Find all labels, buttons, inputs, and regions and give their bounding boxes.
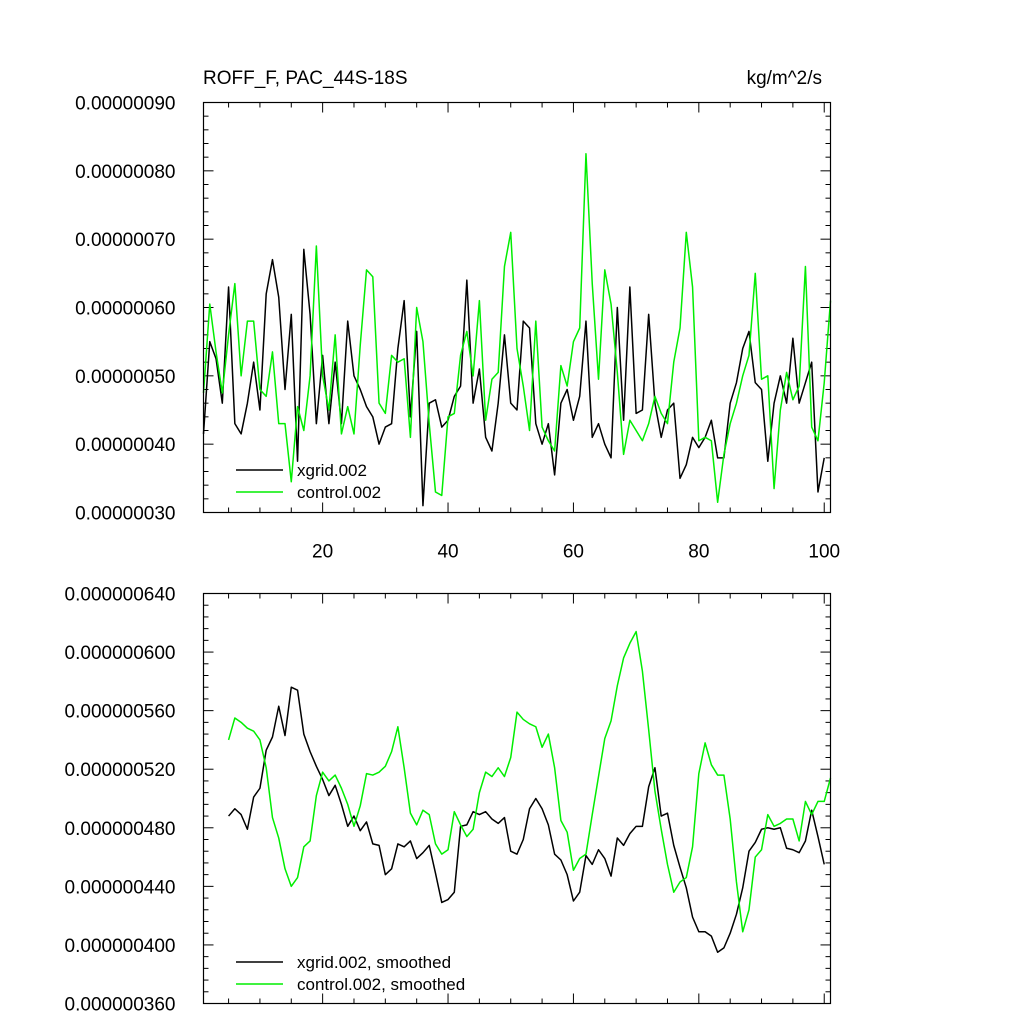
bottom-y-tick-label: 0.000000360: [65, 995, 176, 1016]
bottom-legend-label: control.002, smoothed: [297, 975, 465, 994]
top-x-tick-label: 60: [563, 542, 584, 563]
top-x-tick-label: 20: [312, 542, 333, 563]
bottom-y-tick-label: 0.000000480: [65, 819, 176, 840]
top-x-tick-label: 100: [808, 542, 840, 563]
bottom-y-tick-label: 0.000000440: [65, 877, 176, 898]
bottom-panel: 0.000000360 0.000000400 0.000000440 0.00000…: [65, 585, 832, 1016]
top-y-tick-label: 0.00000080: [75, 162, 175, 183]
top-y-tick-label: 0.00000040: [75, 435, 175, 456]
top-panel: ROFF_F, PAC_44S-18S kg/m^2/s 0.00000030 0…: [75, 68, 840, 563]
bottom-y-tick-label: 0.000000600: [65, 643, 176, 664]
top-y-tick-label: 0.00000090: [75, 94, 175, 115]
top-x-tick-label: 40: [437, 542, 458, 563]
top-y-tick-label: 0.00000030: [75, 504, 175, 525]
top-y-tick-label: 0.00000060: [75, 299, 175, 320]
bottom-y-tick-label: 0.000000400: [65, 936, 176, 957]
bottom-legend-label: xgrid.002, smoothed: [297, 953, 451, 972]
top-legend-label: control.002: [297, 483, 381, 502]
top-y-tick-label: 0.00000070: [75, 230, 175, 251]
top-y-tick-label: 0.00000050: [75, 367, 175, 388]
top-series-line-xgrid: [202, 248, 825, 507]
units-label: kg/m^2/s: [747, 68, 822, 89]
top-series-line-control: [202, 153, 832, 503]
bottom-series-line-control: [227, 630, 832, 933]
bottom-plot-frame: [202, 592, 832, 1005]
top-x-tick-label: 80: [688, 542, 709, 563]
bottom-y-tick-label: 0.000000640: [65, 585, 176, 606]
chart-title: ROFF_F, PAC_44S-18S: [203, 68, 408, 89]
bottom-y-tick-label: 0.000000560: [65, 702, 176, 723]
bottom-series-line-xgrid: [228, 686, 825, 953]
top-plot-frame: [202, 101, 832, 514]
bottom-y-tick-label: 0.000000520: [65, 760, 176, 781]
top-legend-label: xgrid.002: [297, 461, 367, 480]
